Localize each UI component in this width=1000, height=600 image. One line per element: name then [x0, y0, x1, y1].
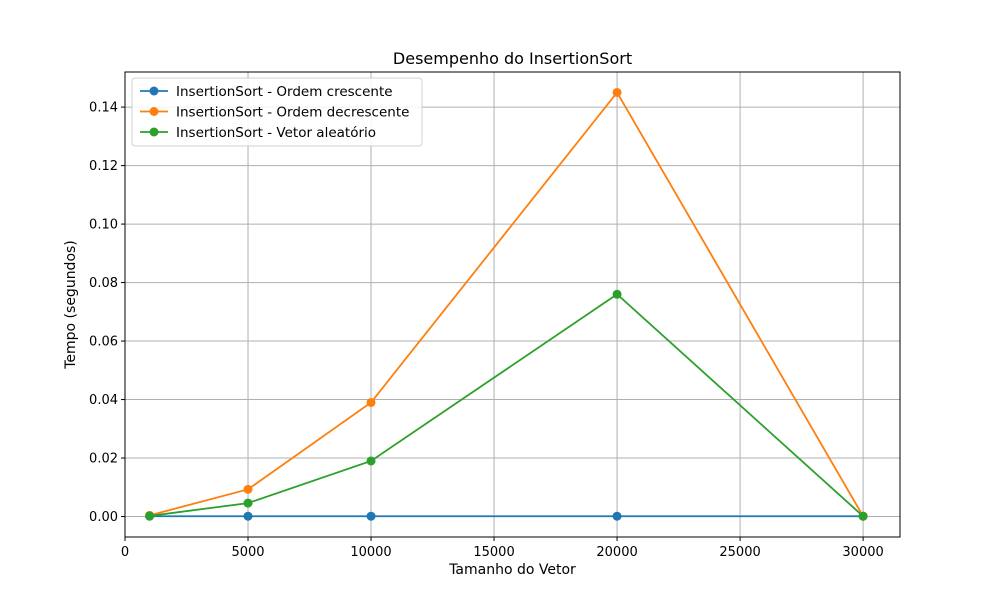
- data-point: [243, 498, 253, 508]
- x-tick-label: 25000: [719, 545, 760, 560]
- chart-title: Desempenho do InsertionSort: [393, 49, 632, 68]
- data-point: [612, 289, 622, 299]
- data-point: [366, 397, 376, 407]
- series-layer: [145, 87, 868, 521]
- series-3: [145, 289, 868, 521]
- legend-item: InsertionSort - Vetor aleatório: [140, 125, 376, 141]
- y-tick-label: 0.12: [89, 159, 118, 174]
- y-tick-label: 0.08: [89, 276, 118, 291]
- legend-marker: [149, 127, 159, 137]
- y-tick-label: 0.10: [89, 218, 118, 233]
- y-tick-label: 0.04: [89, 393, 118, 408]
- legend: InsertionSort - Ordem crescente Insertion…: [131, 77, 423, 147]
- data-point: [612, 87, 622, 97]
- legend-item: InsertionSort - Ordem decrescente: [140, 105, 409, 121]
- legend-label: InsertionSort - Vetor aleatório: [176, 125, 376, 141]
- legend-item: InsertionSort - Ordem crescente: [140, 84, 393, 100]
- legend-label: InsertionSort - Ordem decrescente: [176, 105, 409, 121]
- x-tick-label: 20000: [596, 545, 637, 560]
- legend-marker: [149, 107, 159, 116]
- x-axis: 0 5000 10000 15000 20000 25000 30000: [121, 537, 884, 560]
- x-tick-label: 30000: [842, 545, 883, 560]
- data-point: [366, 511, 376, 521]
- data-point: [243, 484, 253, 494]
- x-tick-label: 10000: [350, 545, 391, 560]
- x-tick-label: 0: [121, 545, 129, 560]
- data-point: [612, 511, 622, 521]
- x-axis-label: Tamanho do Vetor: [448, 562, 576, 578]
- plot-frame: [124, 71, 901, 538]
- y-tick-label: 0.14: [89, 101, 118, 116]
- legend-label: InsertionSort - Ordem crescente: [176, 84, 393, 100]
- y-axis-label: Tempo (segundos): [63, 240, 79, 370]
- data-point: [858, 511, 868, 521]
- data-point: [366, 456, 376, 466]
- y-tick-label: 0.02: [89, 452, 118, 467]
- data-point: [243, 511, 253, 521]
- x-tick-label: 5000: [231, 545, 264, 560]
- y-tick-label: 0.06: [89, 335, 118, 350]
- data-point: [145, 511, 155, 521]
- legend-marker: [149, 86, 159, 96]
- y-tick-label: 0.00: [89, 510, 118, 525]
- y-axis: 0.00 0.02 0.04 0.06 0.08 0.10 0.12 0.14: [89, 101, 125, 525]
- x-tick-label: 15000: [473, 545, 514, 560]
- legend-box: [131, 77, 423, 147]
